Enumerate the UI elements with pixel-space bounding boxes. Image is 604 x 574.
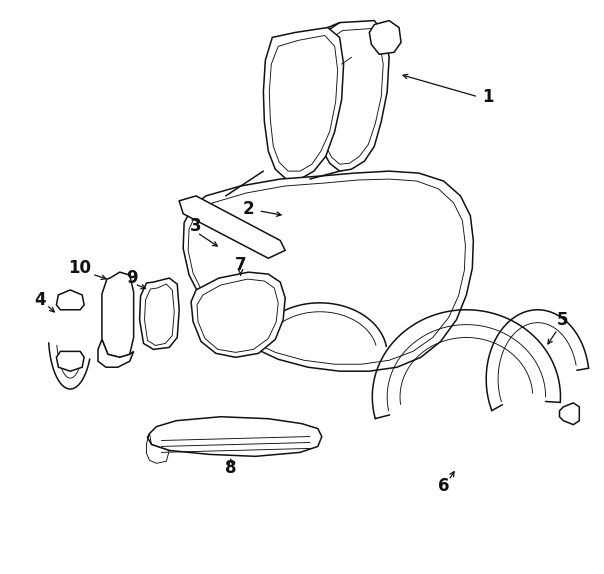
Polygon shape xyxy=(183,171,474,371)
Text: 6: 6 xyxy=(438,477,449,495)
Polygon shape xyxy=(191,272,285,357)
Polygon shape xyxy=(369,21,401,55)
Text: 3: 3 xyxy=(190,216,202,235)
Polygon shape xyxy=(56,351,84,371)
Text: 9: 9 xyxy=(126,269,138,287)
Polygon shape xyxy=(102,272,133,357)
Polygon shape xyxy=(140,278,179,350)
Text: 7: 7 xyxy=(235,256,246,274)
Text: 8: 8 xyxy=(225,459,236,477)
Text: 5: 5 xyxy=(557,311,568,329)
Text: 2: 2 xyxy=(243,200,254,218)
Polygon shape xyxy=(98,339,133,367)
Polygon shape xyxy=(147,417,322,456)
Polygon shape xyxy=(316,21,389,171)
Polygon shape xyxy=(559,403,579,425)
Polygon shape xyxy=(56,290,84,310)
Polygon shape xyxy=(179,196,285,258)
Text: 1: 1 xyxy=(483,88,494,106)
Polygon shape xyxy=(263,28,344,179)
Text: 10: 10 xyxy=(69,259,92,277)
Text: 4: 4 xyxy=(35,291,47,309)
